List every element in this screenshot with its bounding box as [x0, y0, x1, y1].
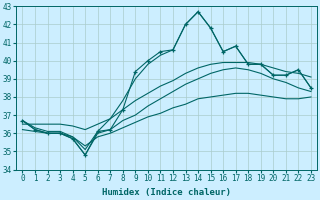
X-axis label: Humidex (Indice chaleur): Humidex (Indice chaleur)	[102, 188, 231, 197]
